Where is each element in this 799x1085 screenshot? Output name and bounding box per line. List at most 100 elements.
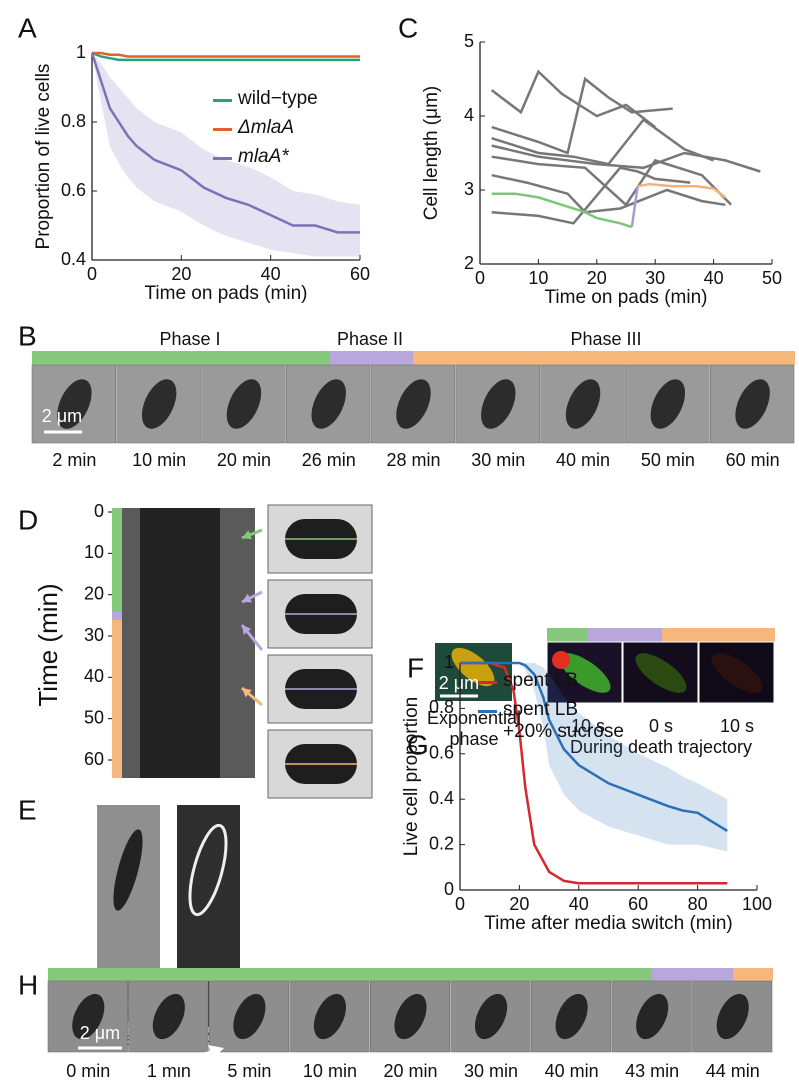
phase-bar	[588, 628, 662, 642]
arrow-head	[242, 593, 252, 603]
line	[491, 166, 691, 225]
cell	[716, 993, 749, 1040]
cell	[451, 647, 495, 687]
confidence-band	[92, 53, 360, 257]
x-tick-label: 60	[628, 894, 648, 914]
arrow-head	[208, 1045, 224, 1059]
y-tick-label: 20	[84, 583, 104, 603]
x-tick-label: 20	[587, 268, 607, 288]
x-axis-label: Time on pads (min)	[145, 283, 308, 304]
cell	[635, 653, 687, 693]
time-label: 43 min	[625, 1061, 679, 1081]
y-tick-label: 10	[84, 542, 104, 562]
cell	[226, 379, 262, 429]
y-tick-label: 2	[464, 253, 474, 273]
time-label: 10 s	[720, 716, 754, 736]
legend: wild−type ΔmlaA mlaA*	[213, 88, 318, 175]
panel-letter: A	[18, 12, 37, 43]
phase-bar	[652, 968, 733, 981]
legend-entry: wild−type	[213, 88, 318, 110]
time-label: 28 min	[386, 450, 440, 470]
panel-letter: D	[18, 504, 38, 535]
cell	[311, 379, 346, 429]
time-label: 30 min	[471, 450, 525, 470]
panel-letter: C	[398, 12, 418, 43]
caption: During death trajectory	[570, 737, 752, 757]
panel-letter: B	[18, 320, 37, 351]
x-tick-label: 80	[688, 894, 708, 914]
line	[491, 173, 726, 214]
cell	[233, 993, 266, 1040]
arrow-head	[242, 625, 252, 635]
cell	[565, 379, 601, 429]
legend-swatch	[213, 99, 232, 102]
x-tick-label: 40	[261, 264, 281, 284]
y-tick-label: 0.4	[429, 788, 454, 808]
y-axis-label: Time (min)	[33, 583, 63, 706]
cell	[636, 993, 669, 1040]
time-label: 50 min	[641, 450, 695, 470]
y-tick-label: 30	[84, 625, 104, 645]
y-tick-label: 0.8	[429, 697, 454, 717]
line	[491, 155, 733, 207]
scale-label: 2 μm	[80, 1023, 120, 1043]
y-tick-label: 0.4	[61, 249, 86, 269]
cell	[481, 379, 516, 429]
x-axis-label: Time after media switch (min)	[484, 913, 732, 934]
y-tick-label: 1	[76, 42, 86, 62]
legend-label: mlaA*	[238, 145, 289, 167]
legend-label: wild−type	[238, 88, 318, 109]
line	[92, 51, 360, 58]
y-tick-label: 1	[444, 652, 454, 672]
legend-entry: spent LB	[478, 670, 624, 692]
cell	[113, 829, 143, 911]
line	[491, 76, 673, 155]
x-tick-label: 100	[742, 894, 772, 914]
scale-label: 2 μm	[439, 673, 479, 693]
cell	[555, 993, 588, 1040]
x-tick-label: 10	[528, 268, 548, 288]
phase-bar	[413, 351, 795, 365]
x-tick-label: 20	[509, 894, 529, 914]
arrow	[177, 1050, 213, 1066]
y-axis-label: Live cell proportion	[401, 697, 422, 856]
y-tick-label: 3	[464, 179, 474, 199]
phase-bar	[112, 508, 122, 612]
y-tick-label: 0.8	[61, 111, 86, 131]
y-tick-label: 40	[84, 666, 104, 686]
panel-letter: E	[18, 794, 37, 825]
x-tick-label: 60	[350, 264, 370, 284]
line	[491, 117, 715, 166]
y-tick-label: 5	[464, 31, 474, 51]
time-label: 1 min	[147, 1061, 191, 1081]
time-label: 44 min	[706, 1061, 760, 1081]
time-label: 60 min	[726, 450, 780, 470]
phase-bar	[733, 968, 773, 981]
time-label: -10 s	[565, 716, 605, 736]
panel-letter: H	[18, 969, 38, 1000]
phase-bar	[112, 612, 122, 620]
y-tick-label: 4	[464, 105, 474, 125]
legend-label: spent LB	[503, 670, 578, 691]
phase-bar	[330, 351, 413, 365]
panel-letter: G	[407, 729, 429, 760]
y-axis-label: Cell length (μm)	[421, 86, 442, 220]
x-tick-label: 20	[171, 264, 191, 284]
legend-swatch	[478, 681, 497, 684]
cell	[394, 993, 427, 1040]
y-tick-label: 0.6	[429, 743, 454, 763]
time-label: 10 min	[132, 450, 186, 470]
y-tick-label: 0	[94, 501, 104, 521]
time-label: 2 min	[52, 450, 96, 470]
cell	[559, 653, 611, 693]
y-axis-label: Proportion of live cells	[33, 64, 54, 250]
time-label: 30 min	[464, 1061, 518, 1081]
time-label: 40 min	[556, 450, 610, 470]
legend-swatch	[213, 127, 232, 131]
time-label: 20 min	[217, 450, 271, 470]
cell	[188, 823, 228, 917]
line	[490, 69, 656, 129]
time-label: 5 min	[227, 1061, 271, 1081]
legend-swatch	[213, 156, 232, 160]
